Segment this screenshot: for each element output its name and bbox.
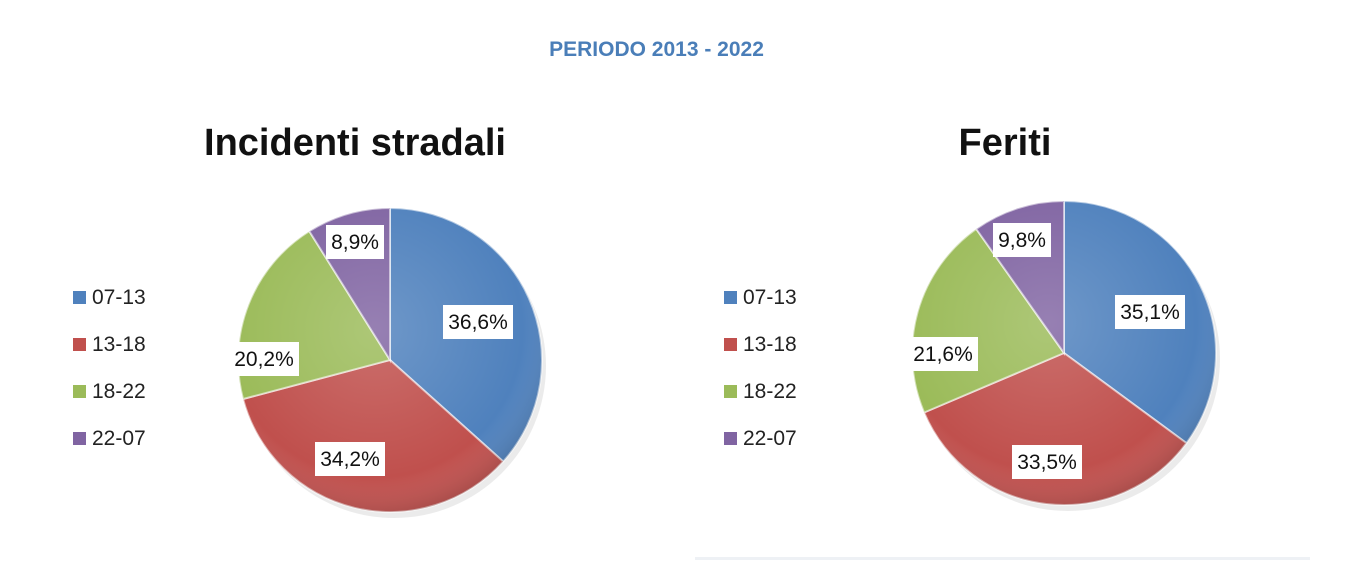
legend-label: 13-18: [92, 332, 146, 356]
legend-item: 07-13: [724, 274, 797, 321]
legend-swatch: [724, 385, 737, 398]
legend-incidenti: 07-13 13-18 18-22 22-07: [73, 274, 146, 462]
page-title: PERIODO 2013 - 2022: [549, 38, 764, 61]
divider: [695, 557, 1310, 560]
data-label-box: [315, 442, 385, 476]
pie-0: 36,6% 34,2% 20,2% 8,9%: [229, 206, 546, 518]
data-label-text: 20,2%: [234, 348, 294, 371]
data-label-text: 35,1%: [1120, 301, 1180, 324]
legend-swatch: [73, 291, 86, 304]
data-label-box: [908, 337, 978, 371]
legend-item: 13-18: [73, 321, 146, 368]
data-label: 20,2%: [229, 342, 299, 376]
data-label-box: [993, 223, 1051, 257]
legend-swatch: [73, 432, 86, 445]
data-label: 21,6%: [908, 337, 978, 371]
legend-label: 07-13: [92, 285, 146, 309]
pie-shading: [238, 208, 542, 512]
data-label-text: 34,2%: [320, 448, 380, 471]
data-label-text: 9,8%: [998, 229, 1046, 252]
data-label: 8,9%: [326, 225, 384, 259]
legend-swatch: [73, 385, 86, 398]
legend-item: 07-13: [73, 274, 146, 321]
legend-item: 13-18: [724, 321, 797, 368]
data-label: 36,6%: [443, 305, 513, 339]
data-label-box: [326, 225, 384, 259]
data-label-text: 33,5%: [1017, 451, 1077, 474]
data-label-box: [229, 342, 299, 376]
data-label-box: [1115, 295, 1185, 329]
pie-1: 35,1% 33,5% 21,6% 9,8%: [908, 199, 1220, 511]
legend-item: 22-07: [724, 415, 797, 462]
legend-label: 22-07: [92, 426, 146, 450]
legend-label: 18-22: [92, 379, 146, 403]
data-label: 35,1%: [1115, 295, 1185, 329]
legend-item: 18-22: [73, 368, 146, 415]
data-label: 9,8%: [993, 223, 1051, 257]
legend-label: 13-18: [743, 332, 797, 356]
legend-swatch: [73, 338, 86, 351]
legend-swatch: [724, 432, 737, 445]
legend-item: 22-07: [73, 415, 146, 462]
chart-title-feriti: Feriti: [958, 122, 1052, 164]
data-label-box: [1012, 445, 1082, 479]
legend-label: 18-22: [743, 379, 797, 403]
legend-label: 22-07: [743, 426, 797, 450]
legend-label: 07-13: [743, 285, 797, 309]
legend-swatch: [724, 338, 737, 351]
data-label: 34,2%: [315, 442, 385, 476]
data-label-text: 21,6%: [913, 343, 973, 366]
legend-feriti: 07-13 13-18 18-22 22-07: [724, 274, 797, 462]
chart-title-incidenti: Incidenti stradali: [204, 122, 506, 164]
data-label-text: 8,9%: [331, 231, 379, 254]
data-label-box: [443, 305, 513, 339]
legend-item: 18-22: [724, 368, 797, 415]
pie-shading: [912, 201, 1216, 505]
legend-swatch: [724, 291, 737, 304]
data-label: 33,5%: [1012, 445, 1082, 479]
data-label-text: 36,6%: [448, 311, 508, 334]
